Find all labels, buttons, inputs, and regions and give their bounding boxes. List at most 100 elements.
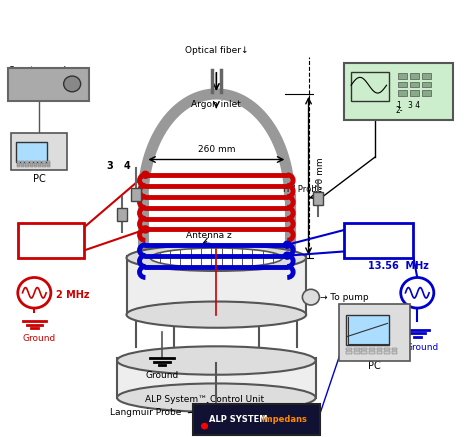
FancyBboxPatch shape bbox=[11, 133, 67, 170]
FancyBboxPatch shape bbox=[344, 223, 412, 258]
FancyBboxPatch shape bbox=[392, 348, 397, 350]
Text: Langmuir Probe: Langmuir Probe bbox=[109, 409, 181, 417]
FancyBboxPatch shape bbox=[410, 73, 419, 79]
FancyBboxPatch shape bbox=[25, 163, 28, 165]
FancyBboxPatch shape bbox=[369, 348, 375, 350]
FancyBboxPatch shape bbox=[369, 351, 375, 354]
Text: Ground: Ground bbox=[405, 343, 438, 352]
FancyBboxPatch shape bbox=[346, 348, 352, 350]
Text: Matching: Matching bbox=[29, 232, 73, 240]
Ellipse shape bbox=[127, 302, 306, 328]
Text: network: network bbox=[359, 243, 398, 251]
Text: Ground: Ground bbox=[22, 334, 55, 343]
Circle shape bbox=[283, 252, 291, 259]
FancyBboxPatch shape bbox=[131, 188, 141, 201]
Circle shape bbox=[302, 289, 319, 305]
Text: Matching: Matching bbox=[356, 232, 400, 240]
Circle shape bbox=[401, 277, 434, 308]
FancyBboxPatch shape bbox=[29, 163, 33, 165]
FancyBboxPatch shape bbox=[362, 348, 367, 350]
Text: 2 MHz: 2 MHz bbox=[55, 290, 89, 300]
Circle shape bbox=[283, 241, 291, 248]
Text: Spectrograph: Spectrograph bbox=[9, 66, 70, 75]
FancyBboxPatch shape bbox=[398, 90, 407, 96]
FancyBboxPatch shape bbox=[117, 208, 127, 221]
Text: Tektronix: Tektronix bbox=[353, 98, 387, 107]
FancyBboxPatch shape bbox=[384, 348, 390, 350]
FancyBboxPatch shape bbox=[410, 82, 419, 87]
Ellipse shape bbox=[127, 245, 306, 271]
FancyBboxPatch shape bbox=[25, 165, 28, 167]
FancyBboxPatch shape bbox=[117, 358, 316, 398]
FancyBboxPatch shape bbox=[384, 351, 390, 354]
FancyBboxPatch shape bbox=[17, 163, 20, 165]
Text: 370 mm: 370 mm bbox=[316, 157, 325, 195]
FancyBboxPatch shape bbox=[351, 72, 389, 101]
Text: 13.56  MHz: 13.56 MHz bbox=[368, 261, 429, 271]
Circle shape bbox=[18, 277, 51, 308]
Ellipse shape bbox=[117, 384, 316, 412]
Text: HV Probe: HV Probe bbox=[283, 185, 321, 194]
FancyBboxPatch shape bbox=[46, 165, 50, 167]
Text: ALP SYSTEM: ALP SYSTEM bbox=[209, 415, 268, 424]
FancyBboxPatch shape bbox=[38, 163, 41, 165]
FancyBboxPatch shape bbox=[21, 161, 24, 163]
Text: 3: 3 bbox=[107, 161, 113, 171]
FancyBboxPatch shape bbox=[34, 165, 37, 167]
Text: PC: PC bbox=[33, 174, 46, 184]
FancyBboxPatch shape bbox=[38, 161, 41, 163]
FancyBboxPatch shape bbox=[34, 161, 37, 163]
FancyBboxPatch shape bbox=[46, 161, 50, 163]
Text: Optical fiber↓: Optical fiber↓ bbox=[184, 45, 248, 55]
FancyBboxPatch shape bbox=[422, 82, 430, 87]
FancyBboxPatch shape bbox=[422, 90, 430, 96]
FancyBboxPatch shape bbox=[346, 351, 352, 354]
Text: 2-: 2- bbox=[396, 106, 403, 115]
Text: 260 mm: 260 mm bbox=[198, 145, 235, 154]
FancyBboxPatch shape bbox=[21, 165, 24, 167]
FancyBboxPatch shape bbox=[29, 161, 33, 163]
FancyBboxPatch shape bbox=[29, 165, 33, 167]
FancyBboxPatch shape bbox=[17, 161, 20, 163]
Text: network: network bbox=[31, 243, 71, 251]
Circle shape bbox=[142, 226, 149, 233]
Text: 1: 1 bbox=[396, 101, 401, 111]
FancyBboxPatch shape bbox=[362, 351, 367, 354]
Circle shape bbox=[142, 171, 149, 178]
Text: Ground: Ground bbox=[146, 371, 179, 381]
FancyBboxPatch shape bbox=[422, 73, 430, 79]
Text: Antenna z: Antenna z bbox=[186, 232, 231, 240]
FancyBboxPatch shape bbox=[346, 315, 389, 345]
FancyBboxPatch shape bbox=[339, 304, 410, 361]
FancyBboxPatch shape bbox=[42, 163, 46, 165]
FancyBboxPatch shape bbox=[377, 351, 383, 354]
FancyBboxPatch shape bbox=[46, 163, 50, 165]
FancyBboxPatch shape bbox=[127, 256, 306, 315]
FancyBboxPatch shape bbox=[42, 165, 46, 167]
Circle shape bbox=[202, 423, 207, 429]
FancyBboxPatch shape bbox=[25, 161, 28, 163]
FancyBboxPatch shape bbox=[193, 404, 320, 435]
FancyBboxPatch shape bbox=[18, 223, 84, 258]
FancyBboxPatch shape bbox=[354, 351, 360, 354]
FancyBboxPatch shape bbox=[354, 348, 360, 350]
Text: Impedans: Impedans bbox=[261, 415, 307, 424]
Text: 4: 4 bbox=[123, 161, 130, 171]
FancyBboxPatch shape bbox=[17, 165, 20, 167]
Text: ALP System™ Control Unit: ALP System™ Control Unit bbox=[145, 395, 264, 404]
FancyBboxPatch shape bbox=[9, 68, 89, 101]
Ellipse shape bbox=[117, 346, 316, 375]
FancyBboxPatch shape bbox=[377, 348, 383, 350]
FancyBboxPatch shape bbox=[38, 165, 41, 167]
FancyBboxPatch shape bbox=[392, 351, 397, 354]
Ellipse shape bbox=[150, 248, 283, 267]
Text: → To pump: → To pump bbox=[320, 293, 369, 302]
FancyBboxPatch shape bbox=[398, 82, 407, 87]
FancyBboxPatch shape bbox=[313, 192, 323, 205]
FancyBboxPatch shape bbox=[410, 90, 419, 96]
FancyBboxPatch shape bbox=[42, 161, 46, 163]
Text: 3 4: 3 4 bbox=[408, 101, 420, 111]
FancyBboxPatch shape bbox=[344, 63, 453, 120]
FancyBboxPatch shape bbox=[21, 163, 24, 165]
FancyBboxPatch shape bbox=[34, 163, 37, 165]
